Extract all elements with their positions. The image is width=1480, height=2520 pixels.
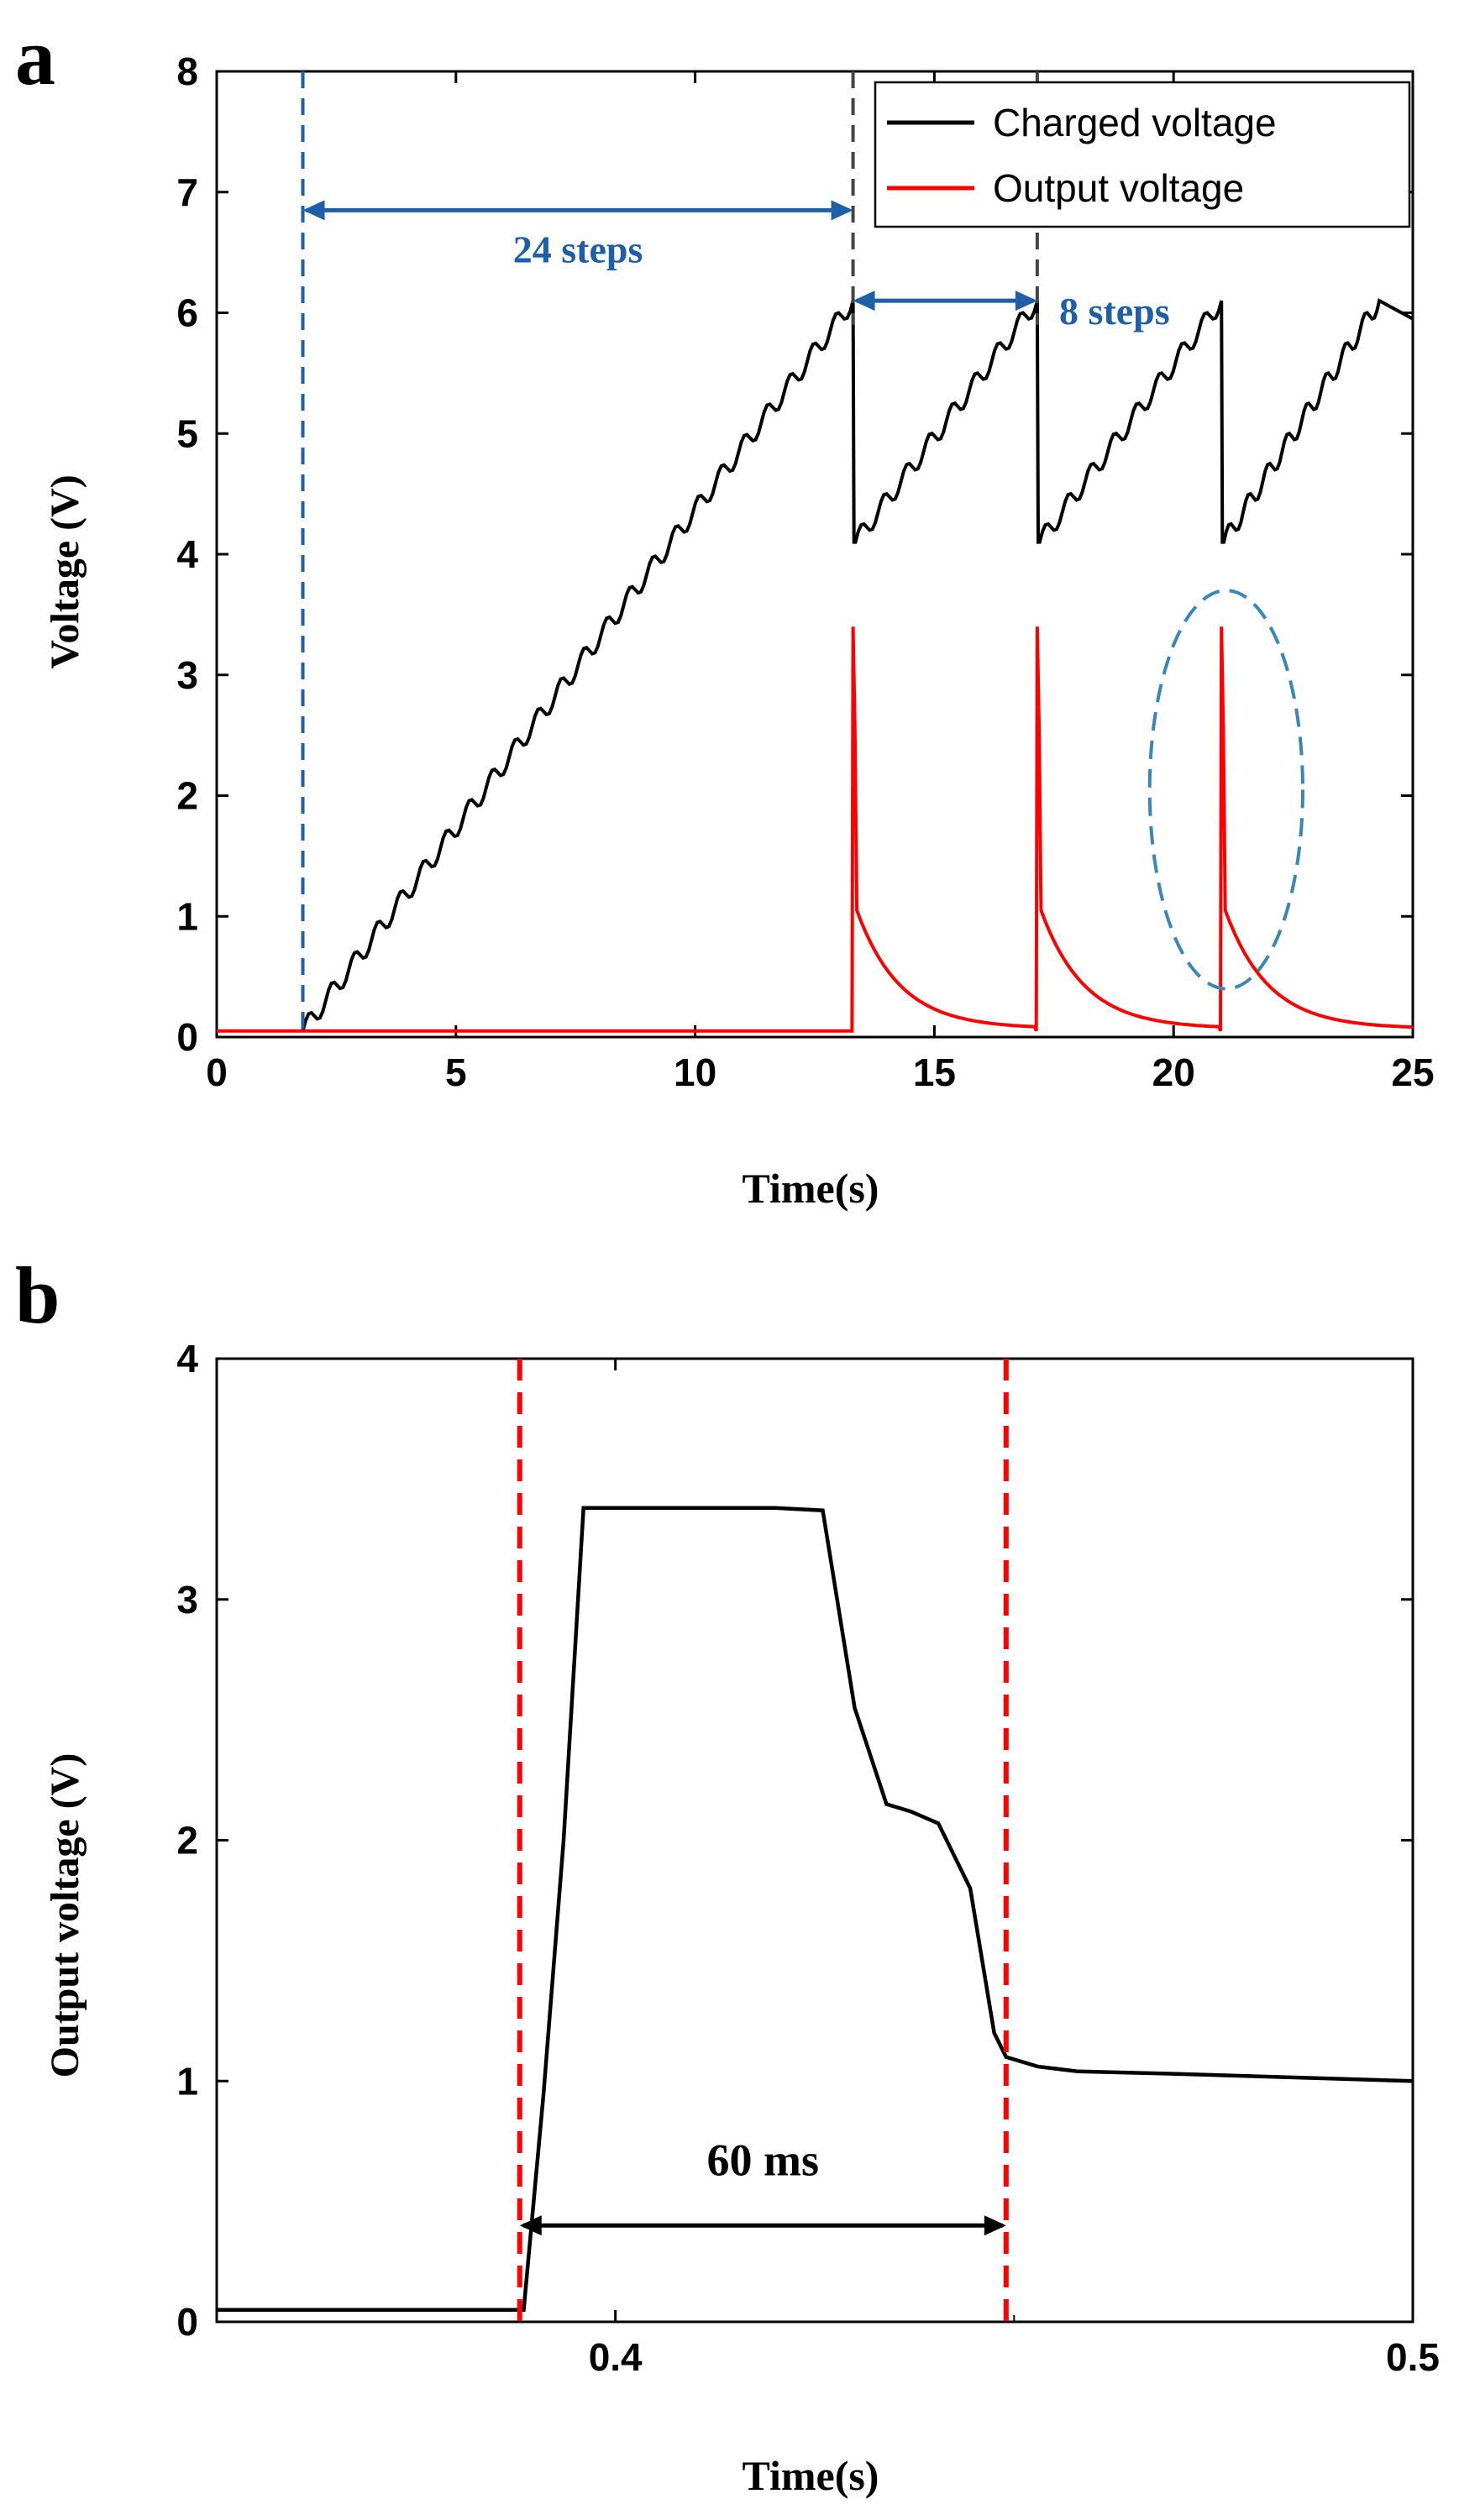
y-tick-label: 8 [176, 50, 198, 93]
x-tick-label: 0 [206, 1050, 228, 1094]
output-voltage-line [217, 626, 1414, 1033]
panel-b-label: b [15, 1250, 60, 1340]
y-tick-label: 1 [176, 894, 198, 938]
span-arrow-head-left [519, 2215, 542, 2236]
span-arrow-head-right [1015, 291, 1037, 312]
y-tick-label: 2 [176, 774, 198, 818]
y-tick-label: 4 [176, 1337, 198, 1380]
panel-a-axes: 0 5 10 15 20 25 0 1 2 3 4 5 6 7 8 [176, 50, 1434, 1094]
y-tick-label: 3 [176, 653, 198, 697]
x-tick-label: 0.5 [1386, 2335, 1440, 2379]
y-tick-label: 5 [176, 411, 198, 455]
legend-label: Charged voltage [993, 101, 1277, 144]
panel-a-y-axis-label: Voltage (V) [43, 474, 87, 669]
y-tick-label: 3 [176, 1578, 198, 1621]
span-arrow-head-right [831, 200, 853, 221]
output-voltage-line [217, 1506, 1414, 2312]
panel-a-x-axis-label: Time(s) [743, 1165, 879, 1212]
span-arrow-head-left [302, 200, 325, 221]
span-arrow-head-left [853, 291, 875, 312]
x-tick-label: 0.4 [589, 2335, 643, 2379]
legend-label: Output voltage [993, 166, 1244, 210]
y-tick-label: 1 [176, 2059, 198, 2103]
span-label: 24 steps [513, 228, 643, 270]
x-tick-label: 25 [1391, 1050, 1434, 1094]
panel-b: b Output voltage (V) Time(s) 0.4 0.5 0 1 2 3 4… [15, 1250, 1440, 2499]
span-label: 60 ms [707, 2135, 820, 2185]
span-label: 8 steps [1059, 290, 1170, 333]
panel-b-y-axis-label: Output voltage (V) [43, 1753, 87, 2078]
span-arrow-head-right [984, 2215, 1006, 2236]
highlight-ellipse [1147, 589, 1304, 991]
x-tick-label: 20 [1152, 1050, 1195, 1094]
x-tick-label: 15 [913, 1050, 956, 1094]
panel-a-legend: Charged voltage Output voltage [874, 81, 1411, 228]
y-tick-label: 2 [176, 1819, 198, 1862]
panel-a-label: a [15, 12, 55, 102]
y-tick-label: 6 [176, 291, 198, 335]
panel-b-x-axis-label: Time(s) [743, 2452, 879, 2499]
y-tick-label: 7 [176, 170, 198, 214]
panel-b-series [216, 1506, 1414, 2312]
x-tick-label: 5 [445, 1050, 467, 1094]
panel-a: a Voltage (V) Time(s) 0 5 10 15 20 25 0 1 2 3 4 5 6 7… [15, 12, 1435, 1212]
panel-b-axes: 0.4 0.5 0 1 2 3 4 [176, 1337, 1440, 2379]
y-tick-label: 0 [176, 1015, 198, 1059]
x-tick-label: 10 [674, 1050, 716, 1094]
legend-box [874, 81, 1411, 228]
panel-a-series [217, 298, 1414, 1033]
y-tick-label: 4 [176, 532, 198, 576]
panel-b-annotations: 60 ms [517, 1359, 1009, 2322]
charged-voltage-line [301, 298, 1414, 1032]
y-tick-label: 0 [176, 2300, 198, 2344]
